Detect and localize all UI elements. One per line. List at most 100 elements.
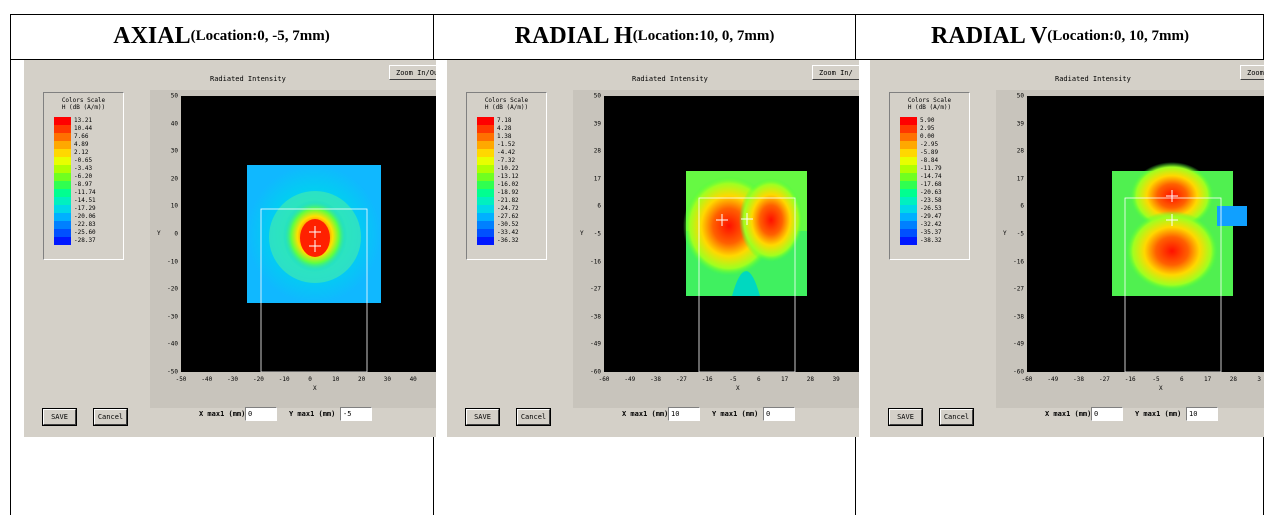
legend-value: -25.60 [74, 229, 96, 236]
legend-value: 1.38 [497, 133, 512, 140]
color-swatch [54, 149, 71, 157]
y-tick-label: 39 [1016, 120, 1024, 128]
crosshair-marker [1166, 214, 1178, 226]
y-tick-label: -27 [1013, 285, 1024, 293]
y-tick-label: -60 [590, 368, 601, 376]
legend-unit: H (dB (A/m)) [484, 104, 529, 111]
zoom-in-out-button[interactable]: Zoom In/ [812, 65, 859, 80]
legend-value: -28.37 [74, 237, 96, 244]
y-tick-label: -30 [167, 313, 178, 321]
color-swatch [900, 197, 917, 205]
x-tick-label: -49 [624, 376, 636, 383]
color-swatch [900, 157, 917, 165]
y-max-input[interactable]: -5 [340, 407, 372, 421]
legend-value: 2.12 [74, 149, 89, 156]
y-tick-label: -38 [1013, 313, 1024, 321]
legend-value: -22.83 [74, 221, 96, 228]
y-tick-label: 50 [170, 92, 178, 100]
x-axis-label: X [313, 385, 317, 392]
save-button[interactable]: SAVE [466, 409, 499, 425]
y-tick-label: -27 [590, 285, 601, 293]
y-tick-label: 30 [170, 147, 178, 155]
legend-value: -30.52 [497, 221, 519, 228]
legend-value: -38.32 [920, 237, 942, 244]
color-swatch [54, 197, 71, 205]
zoom-in-out-button[interactable]: Zoom I [1240, 65, 1264, 80]
cancel-button[interactable]: Cancel [94, 409, 127, 425]
legend-value: -17.29 [74, 205, 96, 212]
color-swatch [477, 173, 494, 181]
save-button[interactable]: SAVE [889, 409, 922, 425]
legend-value: -10.22 [497, 165, 519, 172]
y-tick-label: 6 [597, 202, 601, 210]
legend-value: -13.12 [497, 173, 519, 180]
x-tick-label: -16 [701, 376, 713, 383]
x-max-input[interactable]: 0 [1091, 407, 1123, 421]
cancel-button[interactable]: Cancel [517, 409, 550, 425]
y-max-input[interactable]: 0 [763, 407, 795, 421]
legend-value: -18.92 [497, 189, 519, 196]
x-tick-label: 0 [308, 376, 312, 383]
header-divider [10, 59, 1264, 60]
color-swatch [54, 173, 71, 181]
cancel-button[interactable]: Cancel [940, 409, 973, 425]
x-axis-label: X [1159, 385, 1163, 392]
color-swatch [477, 213, 494, 221]
color-swatch [477, 125, 494, 133]
x-tick-label: 28 [1229, 376, 1238, 383]
legend-value: -23.58 [920, 197, 942, 204]
header-title: AXIAL [113, 23, 191, 49]
color-swatch [477, 229, 494, 237]
x-max-input[interactable]: 10 [668, 407, 700, 421]
intensity-plot [604, 96, 859, 372]
legend-value: -32.42 [920, 221, 942, 228]
y-max-input[interactable]: 10 [1186, 407, 1218, 421]
color-swatch [900, 125, 917, 133]
crosshair-marker [309, 226, 321, 238]
color-swatch [54, 133, 71, 141]
zoom-in-out-button[interactable]: Zoom In/Out [389, 65, 436, 80]
x-tick-label: -27 [1098, 376, 1110, 383]
y-tick-label: -16 [1013, 258, 1024, 266]
legend-value: -4.42 [497, 149, 516, 156]
crosshair-marker [309, 240, 321, 252]
legend-value: -7.32 [497, 157, 516, 164]
color-swatch [477, 149, 494, 157]
color-swatch [54, 189, 71, 197]
legend-value: 7.18 [497, 117, 512, 124]
y-tick-label: -20 [167, 285, 178, 293]
header-title: RADIAL H [514, 23, 633, 49]
y-tick-label: 40 [170, 120, 178, 128]
legend-value: -8.84 [920, 157, 939, 164]
x-tick-label: -60 [1021, 376, 1033, 383]
save-button[interactable]: SAVE [43, 409, 76, 425]
legend-value: -20.63 [920, 189, 942, 196]
color-swatch [54, 205, 71, 213]
x-tick-label: -27 [675, 376, 687, 383]
legend-value: -14.51 [74, 197, 96, 204]
y-tick-label: 0 [174, 230, 178, 238]
x-tick-label: -38 [1073, 376, 1085, 383]
color-swatch [54, 221, 71, 229]
legend-value: -35.37 [920, 229, 942, 236]
color-swatch [477, 165, 494, 173]
legend-value: -8.97 [74, 181, 93, 188]
x-tick-label: 17 [780, 376, 789, 383]
x-tick-label: 17 [1203, 376, 1212, 383]
y-tick-label: -5 [593, 230, 601, 238]
color-swatch [477, 157, 494, 165]
x-max-input[interactable]: 0 [245, 407, 277, 421]
x-tick-label: -60 [598, 376, 610, 383]
legend-value: -14.74 [920, 173, 942, 180]
y-tick-label: 10 [170, 202, 178, 210]
color-swatch [477, 133, 494, 141]
color-swatch [477, 181, 494, 189]
header-location: (Location:0, 10, 7mm) [1047, 28, 1189, 44]
legend-values: 7.18 4.28 1.38 -1.52 -4.42 -7.32 -10.22 -13.12-… [497, 117, 519, 245]
y-max-label: Y max1 (mm) [1135, 410, 1182, 418]
y-tick-label: -38 [590, 313, 601, 321]
legend-value: 10.44 [74, 125, 93, 132]
radiated-intensity-window: Radiated Intensity Zoom In/Out Colors Scal… [24, 60, 436, 437]
x-tick-label: -30 [227, 376, 239, 383]
heat-map [1112, 162, 1247, 372]
